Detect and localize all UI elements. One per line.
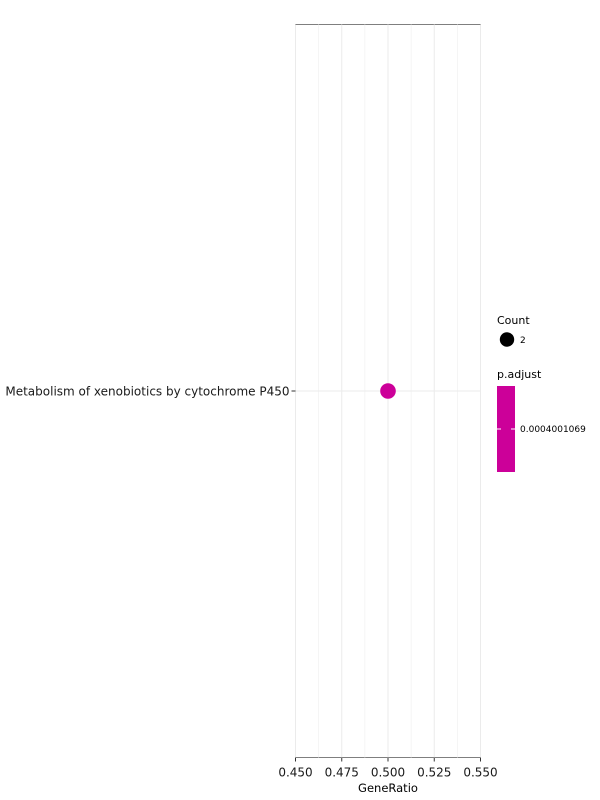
points: [380, 383, 396, 399]
y-tick-label: Metabolism of xenobiotics by cytochrome …: [5, 385, 289, 399]
legend-color-label: 0.0004001069: [520, 425, 586, 435]
x-tick-label: 0.500: [371, 766, 405, 780]
legend: Count 2 p.adjust 0.0004001069: [497, 314, 586, 472]
x-tick-label: 0.525: [417, 766, 451, 780]
legend-size-title: Count: [497, 314, 530, 327]
x-tick-label: 0.550: [463, 766, 497, 780]
legend-color-title: p.adjust: [497, 368, 542, 381]
x-axis-title: GeneRatio: [358, 781, 418, 795]
legend-color-bar: [497, 386, 515, 472]
y-axis: Metabolism of xenobiotics by cytochrome …: [5, 385, 296, 399]
x-tick-label: 0.450: [278, 766, 312, 780]
data-point: [380, 383, 396, 399]
legend-size-dot: [499, 332, 515, 347]
x-axis: 0.450 0.475 0.500 0.525 0.550: [278, 757, 498, 780]
legend-size-label: 2: [520, 336, 526, 346]
x-tick-label: 0.475: [325, 766, 359, 780]
